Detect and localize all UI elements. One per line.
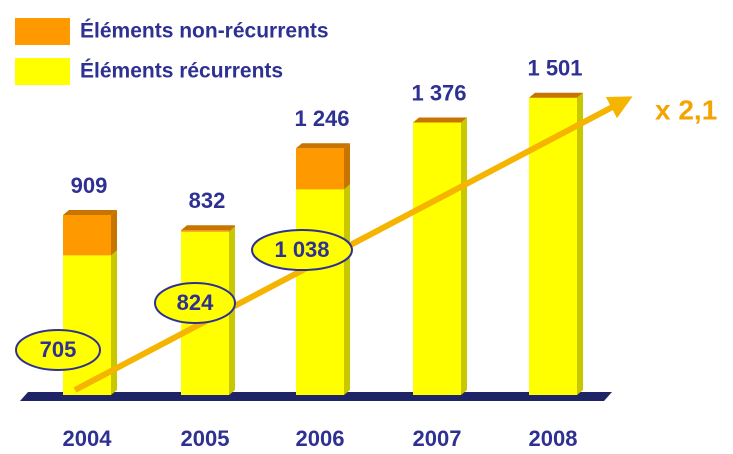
- bar-top: [181, 225, 235, 231]
- legend-label: Éléments non-récurrents: [80, 20, 329, 43]
- bar-segment: [529, 97, 577, 395]
- x-tick-label: 2006: [296, 426, 345, 451]
- bar-side: [344, 184, 350, 395]
- bar-top: [296, 143, 350, 149]
- bar-top: [413, 117, 467, 123]
- bar-top: [529, 92, 583, 98]
- floor: [20, 392, 612, 401]
- total-label: 832: [189, 188, 226, 213]
- legend-swatch: [15, 58, 70, 85]
- bar-side: [461, 117, 467, 395]
- bar-segment: [63, 255, 111, 395]
- total-label: 1 501: [527, 56, 582, 81]
- value-label-bubble: [251, 229, 353, 271]
- bar-side: [229, 225, 235, 232]
- bar-side: [111, 250, 117, 395]
- bar-top: [63, 209, 117, 215]
- value-label-bubble: [154, 282, 236, 324]
- value-label: 1 038: [274, 237, 329, 262]
- bar-side: [577, 92, 583, 395]
- annotation: x 2,1: [655, 94, 717, 125]
- value-label: 824: [177, 290, 214, 315]
- x-tick-label: 2007: [413, 426, 462, 451]
- bar-segment: [63, 214, 111, 256]
- legend-swatch: [15, 18, 70, 45]
- bar-side: [344, 143, 350, 190]
- bar-segment: [296, 148, 344, 190]
- bar-segment: [181, 230, 229, 232]
- bar-segment: [296, 189, 344, 395]
- x-tick-label: 2004: [63, 426, 113, 451]
- bar-segment: [413, 122, 461, 395]
- bar-side: [111, 209, 117, 256]
- legend-label: Éléments récurrents: [80, 60, 283, 83]
- total-label: 909: [71, 173, 108, 198]
- x-tick-label: 2008: [529, 426, 578, 451]
- total-label: 1 376: [411, 80, 466, 105]
- x-tick-label: 2005: [181, 426, 230, 451]
- value-label: 705: [40, 337, 77, 362]
- total-label: 1 246: [294, 106, 349, 131]
- value-label-bubble: [15, 329, 101, 371]
